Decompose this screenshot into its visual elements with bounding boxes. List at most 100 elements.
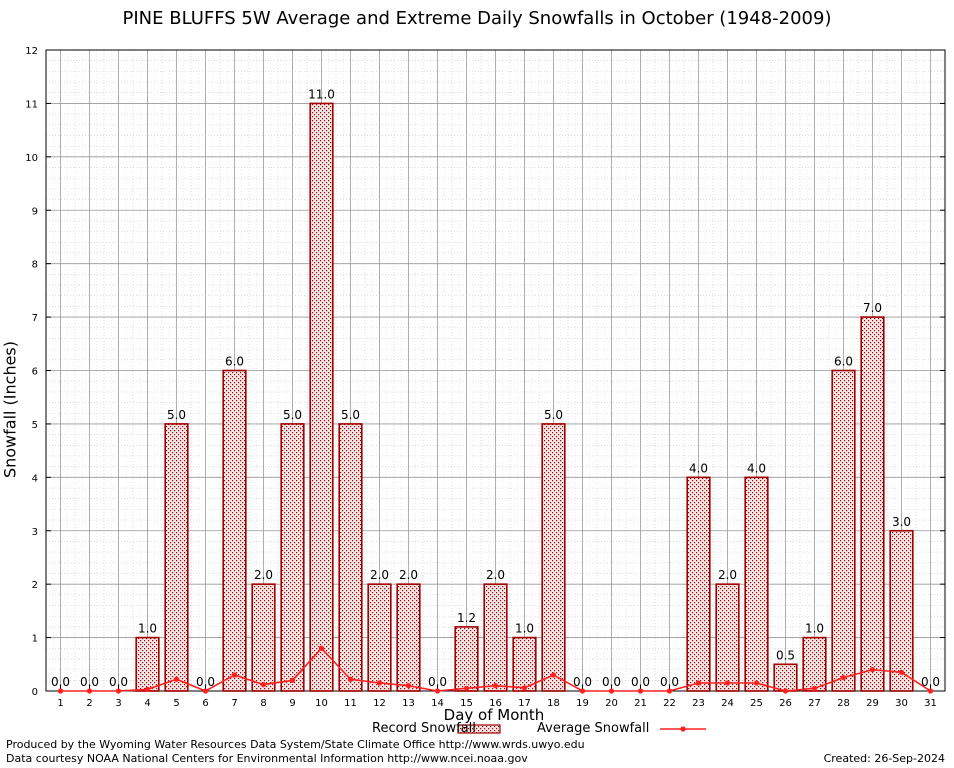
record-bar [512, 636, 537, 692]
record-bar [715, 583, 740, 692]
x-tick-label: 7 [231, 698, 237, 709]
legend-average-marker [680, 726, 686, 732]
y-tick-label: 6 [32, 367, 38, 378]
average-point [231, 672, 238, 678]
bar-value-label: 5.0 [544, 408, 563, 422]
bar-value-label: 0.0 [196, 675, 215, 689]
x-tick-label: 31 [924, 698, 937, 709]
created-date: Created: 26-Sep-2024 [823, 752, 945, 765]
bar-value-label: 6.0 [834, 355, 853, 369]
x-tick-label: 20 [605, 698, 618, 709]
bar-value-label: 2.0 [718, 568, 737, 582]
average-point [57, 688, 64, 694]
bar-value-label: 6.0 [225, 355, 244, 369]
x-axis-label: Day of Month [443, 706, 545, 724]
average-point [405, 683, 412, 689]
x-tick-label: 30 [895, 698, 908, 709]
bar-value-label: 11.0 [308, 87, 335, 101]
y-tick-label: 0 [32, 687, 38, 698]
average-point [173, 676, 180, 682]
y-tick-label: 3 [32, 527, 38, 538]
average-point [753, 680, 760, 686]
record-bar [280, 423, 305, 692]
record-bar [222, 369, 247, 692]
x-tick-label: 25 [750, 698, 763, 709]
x-tick-label: 21 [634, 698, 647, 709]
average-point [463, 685, 470, 691]
average-point [260, 681, 267, 688]
bar-value-label: 5.0 [341, 408, 360, 422]
y-tick-label: 1 [32, 634, 38, 645]
record-bar [338, 423, 363, 692]
x-tick-label: 13 [402, 698, 415, 709]
y-tick-label: 5 [32, 420, 38, 431]
bar-value-label: 2.0 [254, 568, 273, 582]
legend-record-swatch [457, 724, 501, 734]
bar-value-label: 5.0 [167, 408, 186, 422]
x-tick-label: 1 [57, 698, 63, 709]
average-point [724, 680, 731, 686]
average-point [637, 688, 644, 694]
footer-data-courtesy: Data courtesy NOAA National Centers for … [6, 752, 528, 765]
bar-value-label: 0.5 [776, 648, 795, 662]
bar-value-label: 3.0 [892, 515, 911, 529]
x-tick-label: 17 [518, 698, 531, 709]
average-point [579, 688, 586, 694]
average-point [115, 688, 122, 694]
bar-value-label: 0.0 [51, 675, 70, 689]
record-bar [483, 583, 508, 692]
x-tick-label: 6 [202, 698, 208, 709]
bar-value-label: 0.0 [428, 675, 447, 689]
bar-value-label: 2.0 [486, 568, 505, 582]
bar-value-label: 0.0 [573, 675, 592, 689]
x-tick-label: 23 [692, 698, 705, 709]
x-tick-label: 5 [173, 698, 179, 709]
average-point [550, 672, 557, 678]
x-tick-label: 12 [373, 698, 386, 709]
y-tick-label: 9 [32, 206, 38, 217]
x-tick-label: 28 [837, 698, 850, 709]
average-point [608, 688, 615, 694]
y-tick-label: 10 [25, 153, 38, 164]
x-tick-label: 3 [115, 698, 121, 709]
x-tick-label: 29 [866, 698, 879, 709]
y-axis-label: Snowfall (Inches) [0, 340, 20, 479]
bars-group [135, 102, 914, 692]
average-point [144, 686, 151, 692]
bar-value-label: 0.0 [921, 675, 940, 689]
bar-value-label: 4.0 [689, 461, 708, 475]
bar-value-label: 0.0 [631, 675, 650, 689]
average-point [927, 688, 934, 694]
bar-value-label: 7.0 [863, 301, 882, 315]
average-point [521, 685, 528, 691]
record-bar [889, 529, 914, 692]
average-point [202, 688, 209, 694]
x-tick-label: 22 [663, 698, 676, 709]
average-point [666, 688, 673, 694]
x-tick-label: 8 [260, 698, 266, 709]
bar-value-label: 0.0 [109, 675, 128, 689]
average-point [695, 680, 702, 686]
x-tick-label: 15 [460, 698, 473, 709]
bar-value-label: 1.0 [515, 622, 534, 636]
average-point [347, 676, 354, 682]
x-tick-label: 2 [86, 698, 92, 709]
x-tick-label: 26 [779, 698, 792, 709]
average-point [811, 685, 818, 691]
average-point [376, 680, 383, 686]
bar-value-label: 1.2 [457, 611, 476, 625]
x-tick-label: 9 [289, 698, 295, 709]
record-bar [251, 583, 276, 692]
average-point [782, 688, 789, 694]
x-tick-label: 10 [315, 698, 328, 709]
record-bar [164, 423, 189, 692]
record-bar [367, 583, 392, 692]
record-bar [831, 369, 856, 692]
y-tick-label: 2 [32, 580, 38, 591]
chart-title: PINE BLUFFS 5W Average and Extreme Daily… [122, 8, 832, 29]
value-labels-group: 0.0 0.0 0.0 1.0 5.0 0.0 6.0 2.0 5.0 11.0 5.0 2.0 2.0… [51, 87, 940, 689]
bar-value-label: 0.0 [80, 675, 99, 689]
average-point [869, 667, 876, 673]
